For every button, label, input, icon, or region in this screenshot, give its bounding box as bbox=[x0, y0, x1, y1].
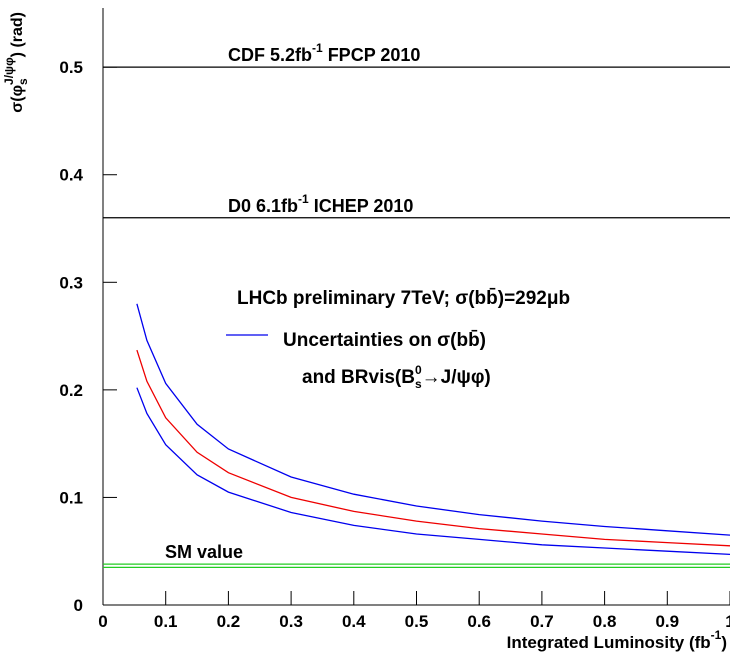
series-line bbox=[136, 349, 730, 547]
legend-entry-part: and BRvis(B bbox=[302, 367, 415, 388]
y-axis-title: σ(φsJ/ψφ) (rad) bbox=[2, 12, 30, 113]
legend-title-part: LHCb preliminary 7TeV; σ(bb̄)=292μb bbox=[237, 288, 570, 309]
reference-label-part: D0 6.1fb bbox=[228, 196, 298, 216]
x-axis-title-part: ) bbox=[721, 633, 727, 652]
reference-label-part: ICHEP 2010 bbox=[309, 196, 414, 216]
legend-entry: and BRvis(B0 s→J/ψφ) bbox=[302, 363, 491, 391]
reference-label: D0 6.1fb-1 ICHEP 2010 bbox=[228, 192, 413, 216]
y-tick-label: 0.2 bbox=[59, 381, 83, 400]
y-tick-label: 0.5 bbox=[59, 58, 83, 77]
series-line bbox=[136, 303, 730, 536]
y-axis-title-part: ) (rad) bbox=[9, 12, 26, 57]
x-tick-label: 0.2 bbox=[217, 612, 241, 631]
x-axis-title-part: -1 bbox=[711, 628, 722, 642]
reference-label: CDF 5.2fb-1 FPCP 2010 bbox=[228, 41, 420, 65]
legend-entry-part: 0 bbox=[415, 363, 422, 377]
x-axis-title: Integrated Luminosity (fb-1) bbox=[507, 628, 727, 652]
x-tick-label: 0.8 bbox=[593, 612, 617, 631]
x-tick-label: 0.1 bbox=[154, 612, 178, 631]
reference-label-part: -1 bbox=[298, 192, 309, 206]
legend-entry: Uncertainties on σ(bb̄) bbox=[283, 330, 486, 351]
legend-title: LHCb preliminary 7TeV; σ(bb̄)=292μb bbox=[237, 288, 570, 309]
x-tick-label: 0.4 bbox=[342, 612, 366, 631]
x-tick-label: 0 bbox=[98, 612, 107, 631]
x-tick-label: 1 bbox=[725, 612, 730, 631]
y-axis-title-part: J/ψφ bbox=[2, 57, 16, 85]
reference-label: SM value bbox=[165, 542, 243, 562]
reference-label-part: CDF 5.2fb bbox=[228, 45, 312, 65]
y-tick-label: 0 bbox=[74, 596, 83, 615]
y-tick-label: 0.1 bbox=[59, 488, 83, 507]
y-tick-label: 0.3 bbox=[59, 273, 83, 292]
reference-label-part: -1 bbox=[312, 41, 323, 55]
x-axis-title-part: Integrated Luminosity (fb bbox=[507, 633, 711, 652]
x-tick-label: 0.6 bbox=[467, 612, 491, 631]
x-tick-label: 0.3 bbox=[279, 612, 303, 631]
x-tick-label: 0.5 bbox=[405, 612, 429, 631]
legend-entry-part: →J/ψφ) bbox=[422, 367, 491, 388]
x-tick-label: 0.9 bbox=[655, 612, 679, 631]
y-axis-title-part: σ(φ bbox=[9, 85, 26, 113]
y-tick-label: 0.4 bbox=[59, 166, 83, 185]
reference-label-part: FPCP 2010 bbox=[323, 45, 421, 65]
legend-entry-part: Uncertainties on σ(bb̄) bbox=[283, 330, 486, 351]
x-tick-label: 0.7 bbox=[530, 612, 554, 631]
y-axis-title-part: s bbox=[16, 78, 30, 85]
reference-label-part: SM value bbox=[165, 542, 243, 562]
legend-entry-part: s bbox=[415, 377, 422, 391]
series-line bbox=[136, 387, 730, 556]
